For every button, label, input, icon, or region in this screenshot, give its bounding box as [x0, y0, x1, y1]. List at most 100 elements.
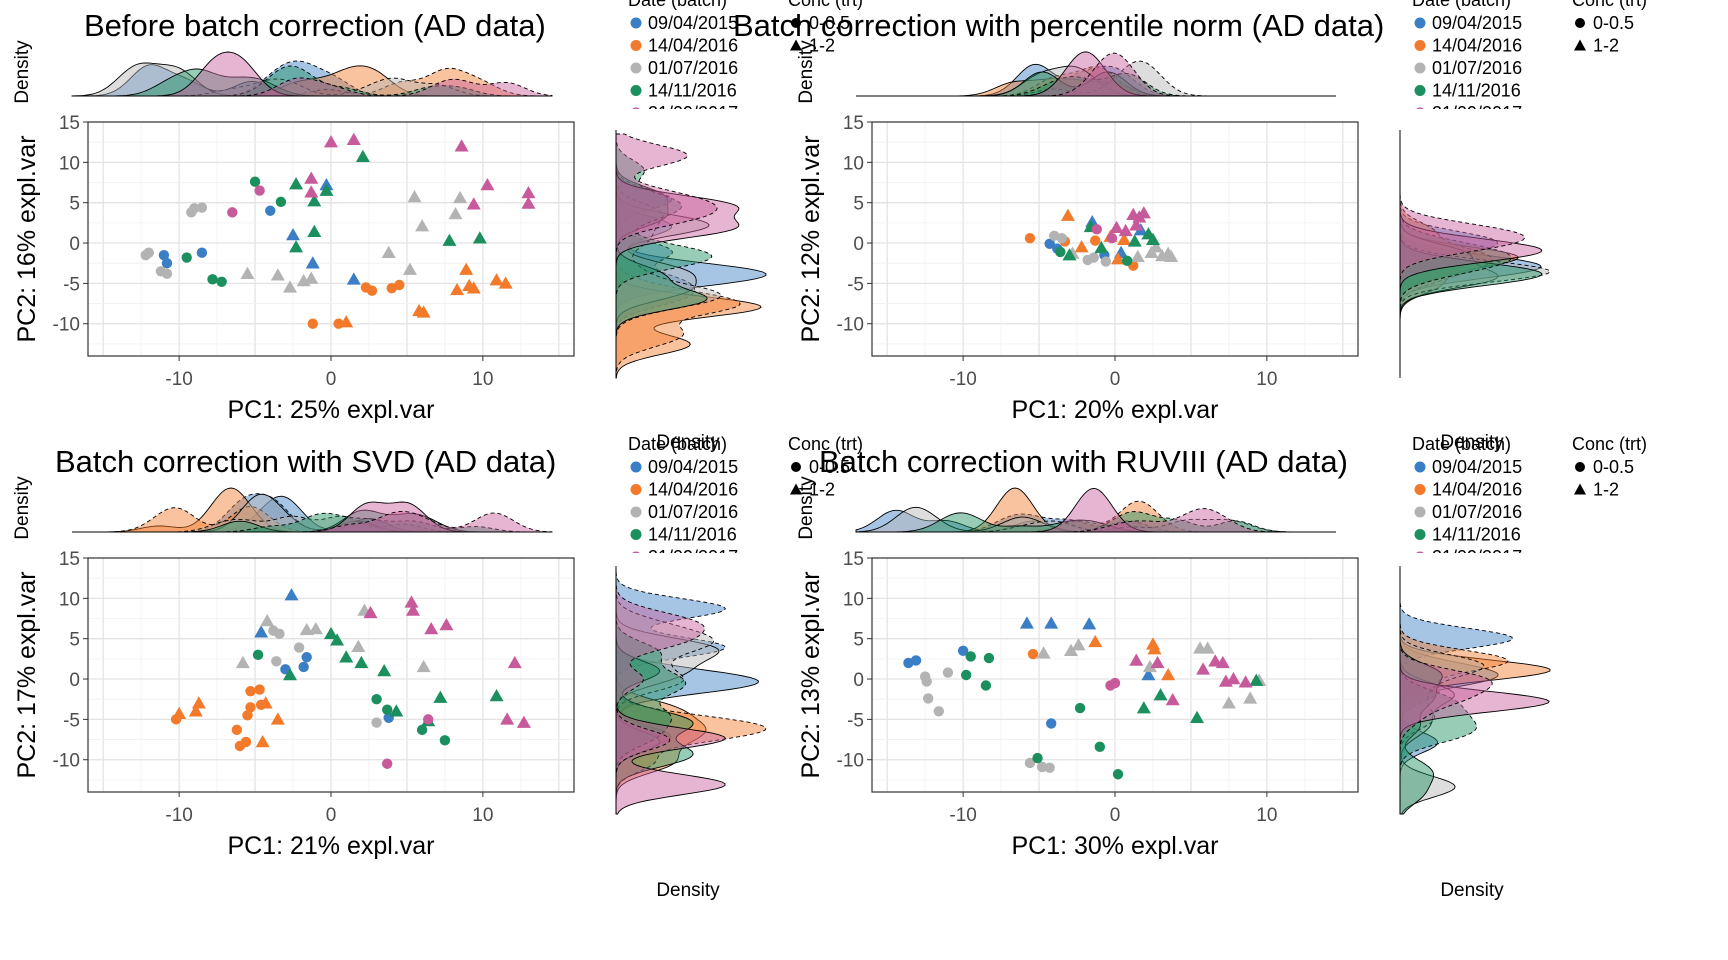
y-tick-label: -5: [847, 274, 864, 295]
data-point-triangle: [282, 668, 297, 681]
data-point-triangle: [489, 273, 504, 286]
x-tick-label: 0: [326, 805, 337, 826]
right-density-label: Density: [1440, 432, 1504, 453]
data-point-triangle: [1149, 240, 1164, 253]
top-density-label: Density: [12, 40, 33, 104]
data-points: [170, 588, 531, 769]
legend-label-conc: 0-0.5: [809, 13, 850, 33]
legend-swatch-batch: [1414, 529, 1426, 540]
data-point-triangle: [1226, 672, 1241, 685]
data-point-triangle: [319, 183, 334, 196]
gridlines: [88, 557, 574, 792]
data-point-triangle: [339, 315, 354, 328]
legend-label-batch: 14/04/2016: [648, 36, 738, 56]
data-point-circle: [416, 724, 428, 736]
legend-swatch-batch: [630, 484, 642, 495]
data-point-triangle: [1147, 642, 1162, 655]
data-point-circle: [965, 651, 976, 662]
legend-swatch-conc: [1575, 18, 1585, 28]
legend-swatch-batch: [1414, 484, 1426, 495]
density-curve: [615, 570, 706, 814]
y-tick-label: 0: [69, 234, 80, 255]
data-point-triangle: [1118, 223, 1133, 237]
data-point-circle: [922, 693, 934, 704]
data-point-circle: [1094, 741, 1106, 753]
data-point-triangle: [1145, 232, 1160, 246]
data-point-triangle: [439, 617, 454, 631]
data-point-triangle: [500, 712, 515, 725]
y-tick-label: -10: [53, 751, 80, 772]
data-point-circle: [1121, 255, 1133, 266]
data-point-triangle: [1062, 248, 1077, 261]
data-point-circle: [227, 207, 238, 218]
legend-swatch-conc: [1574, 39, 1586, 51]
y-tick-label: 0: [853, 670, 864, 691]
data-point-circle: [254, 185, 265, 196]
data-point-triangle: [1249, 673, 1264, 686]
data-point-triangle: [389, 704, 404, 717]
legend-label-batch: 14/04/2016: [648, 480, 738, 500]
data-point-circle: [189, 203, 200, 214]
data-point-triangle: [289, 240, 304, 253]
data-point-triangle: [235, 655, 250, 669]
data-point-triangle: [1063, 643, 1078, 657]
legend: Date (batch) 09/04/2015 14/04/201601/07/20…: [1404, 0, 1728, 123]
legend-swatch-conc: [791, 18, 801, 28]
data-point-circle: [1112, 769, 1124, 780]
top-density: [71, 51, 553, 97]
y-tick-label: 5: [853, 630, 864, 651]
data-point-triangle: [324, 626, 338, 640]
data-point-circle: [980, 680, 992, 691]
data-point-circle: [293, 642, 305, 653]
data-point-circle: [423, 714, 434, 725]
data-point-triangle: [260, 613, 275, 627]
data-point-circle: [381, 704, 393, 715]
legend-swatch-batch: [630, 62, 642, 74]
data-point-triangle: [1071, 638, 1086, 651]
y-tick-label: 5: [853, 194, 864, 215]
data-point-triangle: [480, 177, 495, 191]
y-tick-label: 15: [59, 549, 80, 570]
data-point-triangle: [1196, 662, 1211, 675]
data-point-triangle: [304, 185, 319, 198]
data-point-circle: [170, 714, 182, 725]
y-tick-label: 0: [853, 234, 864, 255]
data-point-triangle: [351, 639, 366, 653]
density-curve: [615, 133, 713, 378]
data-point-triangle: [424, 622, 439, 635]
legend-title-conc: Conc (trt): [788, 434, 863, 454]
data-point-triangle: [1060, 208, 1075, 221]
legend-label-batch: 14/11/2016: [648, 81, 737, 101]
y-tick-label: 15: [59, 113, 80, 134]
legend-title-batch: Date (batch): [628, 434, 727, 454]
data-point-triangle: [489, 688, 504, 702]
data-point-triangle: [1111, 252, 1126, 265]
x-tick-label: 0: [326, 369, 337, 390]
data-point-triangle: [305, 256, 320, 269]
data-point-triangle: [1150, 655, 1165, 669]
y-axis-label: PC2: 13% expl.var: [797, 571, 825, 778]
data-point-circle: [942, 667, 954, 678]
data-point-circle: [1024, 757, 1036, 769]
data-point-circle: [181, 252, 192, 263]
legend-label-batch: 14/04/2016: [1432, 480, 1522, 500]
legend-swatch-batch: [1414, 506, 1426, 518]
legend-swatch-conc: [1575, 462, 1585, 472]
density-curve: [72, 506, 552, 533]
data-point-triangle: [188, 704, 203, 717]
legend: Date (batch) 09/04/2015 14/04/201601/07/20…: [620, 0, 950, 123]
legend-label-conc: 1-2: [809, 36, 835, 56]
data-point-circle: [1056, 232, 1068, 244]
data-point-circle: [957, 645, 969, 656]
data-point-triangle: [448, 206, 463, 220]
data-point-triangle: [1190, 710, 1205, 724]
legend-swatch-batch: [630, 506, 642, 518]
panel-1: Before batch correction (AD data) -10 0 10 1…: [12, 0, 950, 453]
legend: Date (batch) 09/04/2015 14/04/201601/07/20…: [1404, 434, 1728, 567]
legend-swatch-conc: [791, 462, 801, 472]
data-point-circle: [240, 736, 252, 748]
data-point-circle: [242, 710, 253, 721]
data-point-circle: [983, 652, 995, 664]
x-tick-label: 10: [472, 805, 493, 826]
data-point-triangle: [416, 305, 431, 318]
